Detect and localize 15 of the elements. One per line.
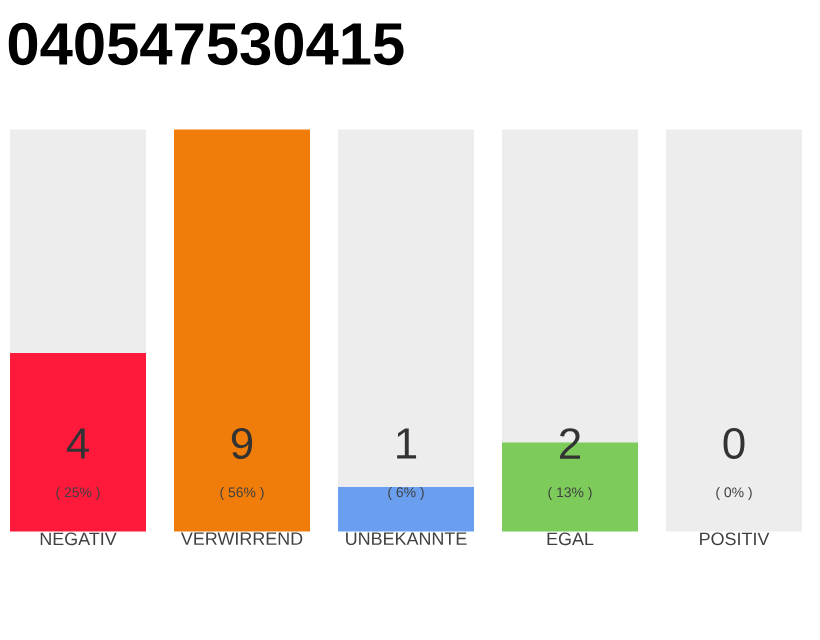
x-tick-label: NEGATIV <box>40 532 117 546</box>
bar <box>10 129 146 353</box>
annotation: 1 <box>397 428 417 459</box>
bar <box>10 352 146 532</box>
annotation: 4 <box>66 428 89 459</box>
bar <box>174 129 310 532</box>
bar <box>338 129 475 487</box>
x-tick-label: POSITIV <box>700 532 770 546</box>
annotation: 0 <box>723 427 745 459</box>
bar <box>338 486 475 532</box>
x-tick-label: VERWIRREND <box>180 532 303 545</box>
x-tick-label: EGAL <box>547 532 594 546</box>
x-tick-label: UNBEKANNTE <box>346 532 467 546</box>
annotation: 9 <box>231 427 253 459</box>
chart-title: 040547530415 <box>8 22 404 66</box>
